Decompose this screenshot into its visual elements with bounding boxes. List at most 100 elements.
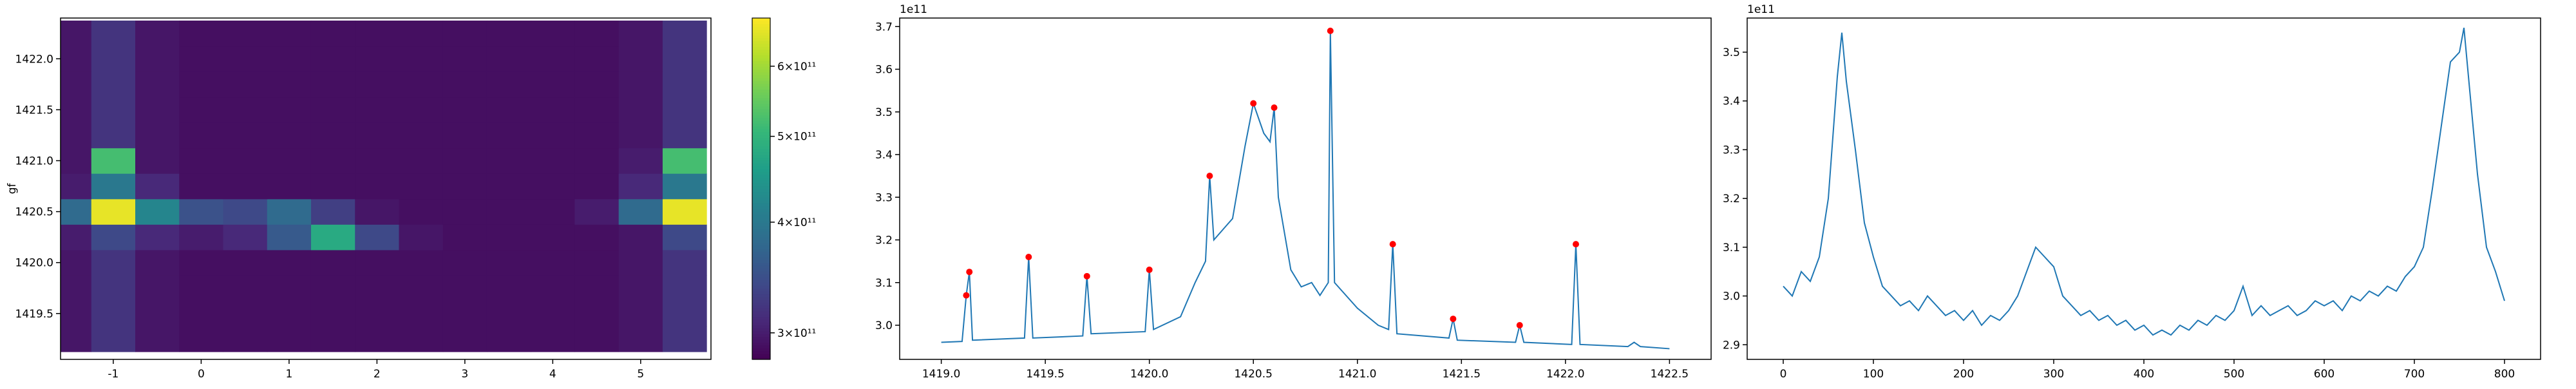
heatmap-cell bbox=[310, 249, 355, 276]
colorbar-strip bbox=[752, 322, 770, 326]
axes-frame bbox=[899, 17, 1712, 360]
heatmap-cell bbox=[179, 326, 223, 352]
colorbar-strip bbox=[752, 103, 770, 107]
heatmap-cell bbox=[91, 46, 136, 72]
heatmap-cell bbox=[399, 275, 444, 301]
heatmap-cell bbox=[486, 301, 531, 327]
heatmap-cell bbox=[267, 326, 312, 352]
x-tick-label: 1422.0 bbox=[1546, 368, 1584, 381]
peak-marker bbox=[1573, 241, 1579, 248]
heatmap-cell bbox=[574, 224, 620, 251]
heatmap-cell bbox=[574, 71, 620, 98]
colorbar-strip bbox=[752, 185, 770, 189]
heatmap-cell bbox=[662, 46, 707, 72]
colorbar-strip bbox=[752, 262, 770, 266]
data-line bbox=[1783, 27, 2505, 336]
x-tick-label: 100 bbox=[1863, 368, 1884, 381]
heatmap-cell bbox=[442, 198, 488, 225]
heatmap-cell bbox=[267, 249, 312, 276]
colorbar-strip bbox=[752, 91, 770, 95]
heatmap-cell bbox=[179, 249, 223, 276]
heatmap-cell bbox=[399, 46, 444, 72]
heatmap-cell bbox=[486, 173, 531, 200]
colorbar-strip bbox=[752, 21, 770, 24]
y-tick-label: 3.0 bbox=[875, 319, 893, 332]
colorbar-strip bbox=[752, 225, 770, 229]
heatmap-cell bbox=[442, 122, 488, 149]
heatmap-cell bbox=[355, 97, 399, 123]
peak-marker bbox=[1389, 241, 1396, 248]
heatmap-cell bbox=[223, 198, 268, 225]
y-tick-label: 3.1 bbox=[1723, 242, 1740, 254]
colorbar-strip bbox=[752, 308, 770, 312]
colorbar-strip bbox=[752, 95, 770, 99]
y-tick-label: 1420.0 bbox=[15, 257, 53, 270]
y-tick-label: 3.2 bbox=[1723, 193, 1740, 205]
peak-marker bbox=[966, 269, 973, 276]
colorbar-strip bbox=[752, 171, 770, 175]
heatmap-cell bbox=[135, 122, 180, 149]
colorbar-strip bbox=[752, 23, 770, 27]
heatmap-cell bbox=[618, 97, 663, 123]
colorbar-strip bbox=[752, 183, 770, 187]
heatmap-cell bbox=[91, 326, 136, 352]
x-tick-label: 0 bbox=[1780, 368, 1787, 381]
axes-frame bbox=[1747, 17, 2541, 360]
colorbar-strip bbox=[752, 106, 770, 109]
heatmap-cell bbox=[531, 301, 575, 327]
colorbar-strip bbox=[752, 149, 770, 153]
data-line bbox=[941, 30, 1670, 350]
heatmap-cell bbox=[61, 224, 92, 251]
heatmap-cell bbox=[662, 122, 707, 149]
heatmap-cell bbox=[355, 198, 399, 225]
colorbar-strip bbox=[752, 97, 770, 101]
heatmap-cell bbox=[179, 173, 223, 200]
heatmap-cell bbox=[179, 122, 223, 149]
heatmap-cell bbox=[399, 97, 444, 123]
heatmap-cell bbox=[531, 122, 575, 149]
heatmap-cell bbox=[486, 275, 531, 301]
heatmap-cell bbox=[135, 97, 180, 123]
heatmap-cell bbox=[355, 224, 399, 251]
heatmap-cell bbox=[223, 46, 268, 72]
heatmap-cell bbox=[135, 224, 180, 251]
colorbar-strip bbox=[752, 81, 770, 84]
peak-marker bbox=[1271, 104, 1278, 111]
colorbar-strip bbox=[752, 32, 770, 36]
colorbar-tick-label: 3×10¹¹ bbox=[777, 327, 816, 340]
y-tick-label: 1421.5 bbox=[15, 104, 53, 117]
colorbar-strip bbox=[752, 143, 770, 147]
heatmap-cell bbox=[442, 249, 488, 276]
heatmap-cell bbox=[91, 122, 136, 149]
x-tick-label: 1422.5 bbox=[1651, 368, 1689, 381]
heatmap-cell bbox=[267, 198, 312, 225]
heatmap-cell bbox=[486, 46, 531, 72]
colorbar-strip bbox=[752, 330, 770, 334]
colorbar-strip bbox=[752, 43, 770, 47]
colorbar-strip bbox=[752, 316, 770, 320]
heatmap-cell bbox=[135, 326, 180, 352]
heatmap-cell bbox=[399, 147, 444, 174]
colorbar-strip bbox=[752, 291, 770, 295]
heatmap-cell bbox=[531, 20, 575, 47]
x-tick-label: 1421.0 bbox=[1338, 368, 1376, 381]
x-tick-label: 600 bbox=[2314, 368, 2334, 381]
heatmap-cell bbox=[442, 20, 488, 47]
y-tick-label: 1422.0 bbox=[15, 53, 53, 66]
colorbar-strip bbox=[752, 342, 770, 346]
heatmap-cell bbox=[267, 20, 312, 47]
y-tick-label: 1420.5 bbox=[15, 206, 53, 219]
colorbar-strip bbox=[752, 129, 770, 133]
colorbar-strip bbox=[752, 350, 770, 354]
heatmap-cell bbox=[531, 147, 575, 174]
colorbar-strip bbox=[752, 191, 770, 195]
heatmap-cell bbox=[399, 173, 444, 200]
x-tick-label: 500 bbox=[2224, 368, 2244, 381]
heatmap-cell bbox=[531, 46, 575, 72]
heatmap-cell bbox=[355, 301, 399, 327]
colorbar-strip bbox=[752, 345, 770, 348]
heatmap-cell bbox=[618, 326, 663, 352]
colorbar-strip bbox=[752, 117, 770, 121]
heatmap-cell bbox=[442, 46, 488, 72]
colorbar-frame bbox=[752, 17, 771, 360]
